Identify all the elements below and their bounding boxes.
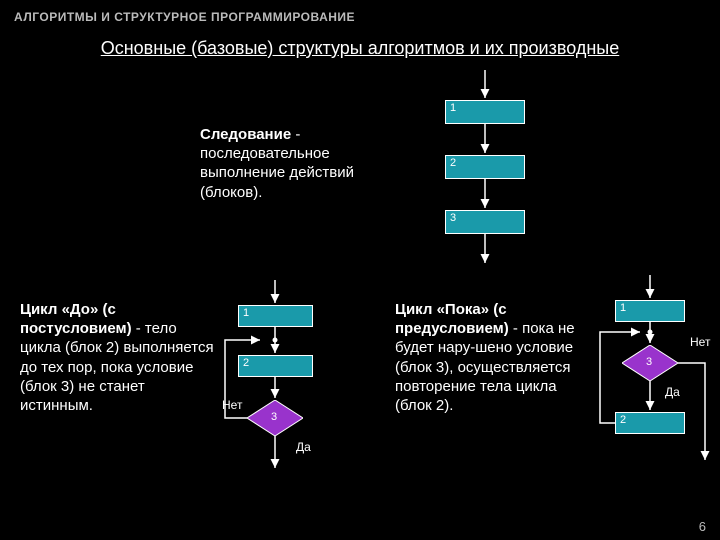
while-no-label: Нет — [690, 335, 710, 349]
while-loop-text: Цикл «Пока» (с предусловием) - пока не б… — [395, 300, 595, 415]
slide: { "colors":{"block":"#1a9aaa","diamond":… — [0, 0, 720, 540]
do-diamond-label: 3 — [271, 411, 277, 423]
do-loop-text: Цикл «До» (с постусловием) - тело цикла … — [20, 300, 215, 415]
do-loop-arrows — [0, 0, 400, 540]
sequence-block-3: 3 — [445, 210, 525, 234]
while-diamond-label: 3 — [646, 356, 652, 368]
while-block-2: 2 — [615, 412, 685, 434]
do-loop-title: Цикл «До» (с постусловием) — [20, 301, 132, 337]
sequence-block-2: 2 — [445, 155, 525, 179]
page-number: 6 — [699, 519, 706, 534]
while-loop-title: Цикл «Пока» (с предусловием) — [395, 301, 509, 337]
sequence-text: Следование - последовательное выполнение… — [200, 125, 400, 202]
while-yes-label: Да — [665, 385, 680, 399]
sequence-title: Следование — [200, 126, 291, 143]
do-block-1: 1 — [238, 305, 313, 327]
do-diamond: 3 — [247, 400, 303, 436]
do-no-label: Нет — [222, 398, 242, 412]
sequence-block-1: 1 — [445, 100, 525, 124]
while-loop-arrows — [0, 0, 720, 540]
do-yes-label: Да — [296, 440, 311, 454]
subtitle: Основные (базовые) структуры алгоритмов … — [0, 38, 720, 59]
do-block-2: 2 — [238, 355, 313, 377]
while-diamond: 3 — [622, 345, 678, 381]
while-block-1: 1 — [615, 300, 685, 322]
page-header: АЛГОРИТМЫ И СТРУКТУРНОЕ ПРОГРАММИРОВАНИЕ — [14, 10, 355, 24]
